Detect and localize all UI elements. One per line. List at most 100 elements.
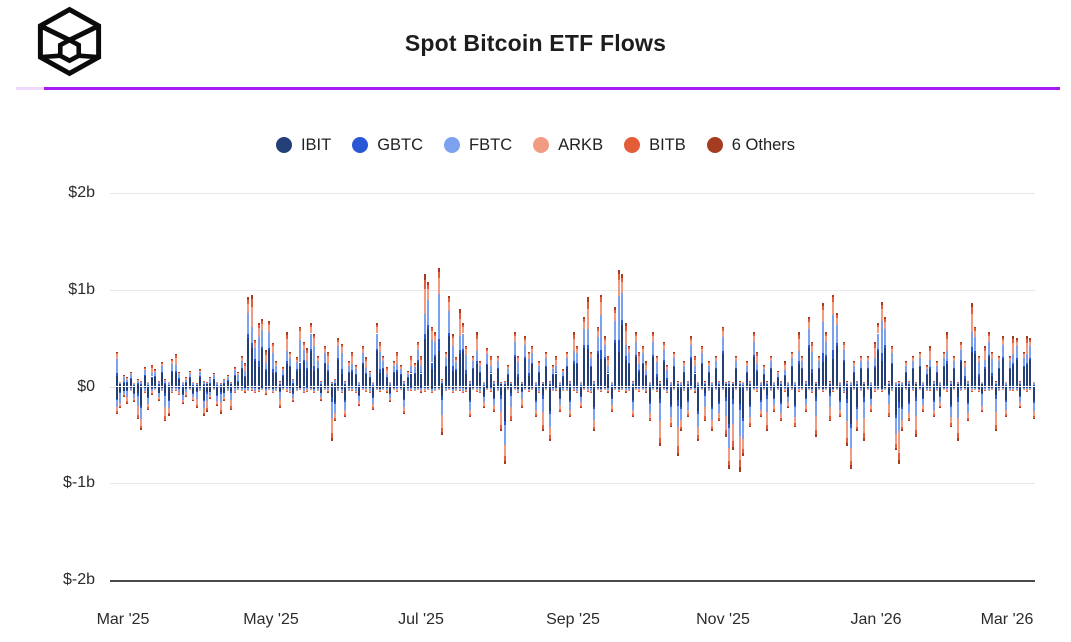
bar-segment bbox=[361, 389, 364, 391]
bar-segment bbox=[354, 388, 357, 391]
bar-segment bbox=[216, 386, 219, 396]
bar-segment bbox=[430, 326, 433, 329]
bar-segment bbox=[254, 388, 257, 391]
bar-segment bbox=[811, 345, 814, 352]
bar-segment bbox=[967, 381, 970, 385]
legend-item-arkb[interactable]: ARKB bbox=[533, 136, 603, 155]
bar-segment bbox=[458, 336, 461, 351]
bar-segment bbox=[773, 382, 776, 385]
bar-segment bbox=[392, 389, 395, 391]
bar-segment bbox=[254, 360, 257, 387]
bar-segment bbox=[534, 416, 537, 418]
bar-segment bbox=[569, 414, 572, 417]
bar-segment bbox=[953, 357, 956, 361]
bar-segment bbox=[821, 386, 824, 389]
bar-segment bbox=[254, 341, 257, 344]
legend-item-bitb[interactable]: BITB bbox=[624, 136, 686, 155]
bar-segment bbox=[320, 381, 323, 385]
bar-segment bbox=[718, 381, 721, 385]
bar-segment bbox=[247, 386, 250, 388]
bar-segment bbox=[970, 351, 973, 387]
bar-segment bbox=[313, 389, 316, 390]
bar-segment bbox=[752, 354, 755, 357]
bar-segment bbox=[226, 376, 229, 380]
bar-segment bbox=[1012, 389, 1015, 391]
bar-segment bbox=[441, 432, 444, 435]
bar-segment bbox=[427, 289, 430, 300]
bar-segment bbox=[327, 351, 330, 354]
bar-segment bbox=[891, 388, 894, 391]
bar-segment bbox=[358, 395, 361, 397]
bar-segment bbox=[254, 387, 257, 389]
bar-segment bbox=[932, 381, 935, 385]
bar-segment bbox=[382, 368, 385, 370]
bar-segment bbox=[479, 371, 482, 373]
legend-item-gbtc[interactable]: GBTC bbox=[352, 136, 423, 155]
bar-segment bbox=[385, 391, 388, 392]
bar-segment bbox=[375, 322, 378, 325]
bar-segment bbox=[292, 393, 295, 395]
bar-segment bbox=[185, 395, 188, 397]
bar-segment bbox=[271, 346, 274, 353]
bar-segment bbox=[510, 406, 513, 417]
bar-segment bbox=[126, 378, 129, 381]
bar-segment bbox=[852, 389, 855, 391]
bar-segment bbox=[448, 389, 451, 391]
bar-segment bbox=[911, 356, 914, 358]
bar-segment bbox=[185, 389, 188, 393]
bar-segment bbox=[392, 361, 395, 363]
bar-segment bbox=[1012, 362, 1015, 366]
bar-segment bbox=[749, 380, 752, 382]
bar-segment bbox=[697, 382, 700, 385]
bar-segment bbox=[493, 380, 496, 382]
bar-segment bbox=[302, 349, 305, 361]
bar-segment bbox=[628, 347, 631, 349]
bar-segment bbox=[462, 324, 464, 328]
bar-segment bbox=[261, 386, 264, 388]
bar-segment bbox=[763, 389, 766, 391]
bar-segment bbox=[859, 390, 862, 391]
bar-segment bbox=[157, 399, 160, 401]
bar-segment bbox=[1019, 381, 1022, 382]
bar-segment bbox=[759, 414, 762, 417]
bar-segment bbox=[818, 360, 821, 369]
legend-item-fbtc[interactable]: FBTC bbox=[444, 136, 512, 155]
bar-segment bbox=[500, 386, 503, 396]
bar-segment bbox=[403, 384, 406, 387]
bar-segment bbox=[320, 380, 323, 382]
bar-segment bbox=[652, 332, 655, 334]
y-tick-label: $1b bbox=[68, 280, 95, 298]
bar-segment bbox=[603, 358, 606, 387]
bar-segment bbox=[465, 354, 468, 371]
bar-segment bbox=[783, 364, 786, 371]
bar-segment bbox=[385, 386, 388, 388]
bar-segment bbox=[468, 384, 471, 387]
bar-segment bbox=[468, 381, 471, 382]
bar-segment bbox=[984, 345, 987, 348]
bar-segment bbox=[835, 318, 838, 326]
bar-segment bbox=[974, 326, 977, 329]
legend-item-6-others[interactable]: 6 Others bbox=[706, 136, 795, 155]
bar-segment bbox=[378, 368, 381, 374]
bar-segment bbox=[776, 373, 779, 378]
bar-segment bbox=[624, 325, 627, 331]
bar-segment bbox=[728, 384, 731, 385]
bar-segment bbox=[994, 412, 997, 425]
legend-item-ibit[interactable]: IBIT bbox=[275, 136, 331, 155]
bar-segment bbox=[1015, 386, 1018, 388]
bar-segment bbox=[230, 383, 233, 385]
bar-segment bbox=[987, 387, 990, 389]
bar-segment bbox=[673, 357, 676, 366]
bar-segment bbox=[579, 386, 582, 397]
bar-segment bbox=[877, 333, 880, 349]
bar-segment bbox=[590, 367, 593, 387]
bar-segment bbox=[116, 359, 118, 373]
bar-segment bbox=[946, 332, 949, 336]
bar-segment bbox=[586, 386, 589, 388]
bar-segment bbox=[894, 418, 897, 435]
bar-segment bbox=[846, 443, 849, 447]
bar-segment bbox=[863, 401, 866, 418]
bar-segment bbox=[752, 389, 755, 391]
bar-segment bbox=[527, 390, 530, 391]
bar-segment bbox=[721, 330, 724, 337]
